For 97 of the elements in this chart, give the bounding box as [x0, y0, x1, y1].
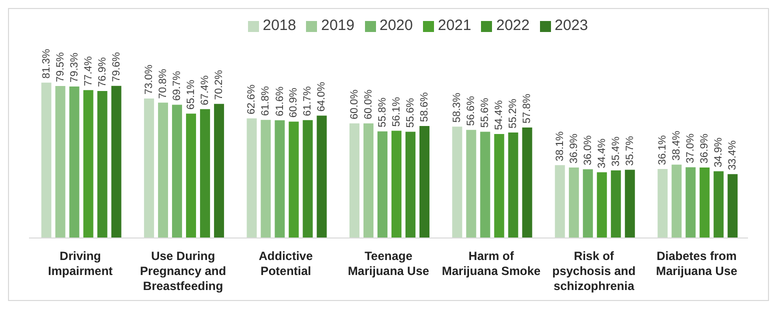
legend-label: 2019 [321, 17, 354, 34]
data-label: 79.3% [68, 52, 80, 82]
bar [480, 132, 490, 238]
data-label: 34.4% [596, 138, 608, 168]
bar [419, 126, 430, 238]
bar [452, 126, 462, 238]
x-tick-label: Addictive Potential [258, 249, 314, 278]
data-label: 61.6% [274, 86, 286, 116]
data-label: 57.8% [521, 94, 534, 124]
data-label: 35.4% [610, 136, 622, 166]
data-label: 56.1% [390, 97, 402, 127]
data-label: 36.0% [582, 135, 594, 166]
data-label: 70.2% [213, 70, 226, 100]
data-label: 55.6% [404, 98, 416, 128]
data-label: 77.4% [82, 56, 94, 86]
data-label: 35.7% [624, 136, 636, 166]
data-label: 70.8% [157, 68, 170, 99]
bar [97, 91, 108, 238]
data-label: 58.3% [451, 92, 464, 123]
data-label: 38.1% [554, 131, 566, 162]
bar [610, 170, 621, 238]
data-label: 79.5% [54, 52, 66, 82]
legend-label: 2022 [496, 17, 530, 34]
legend-label: 2020 [380, 17, 413, 34]
bar [200, 109, 210, 238]
data-label: 67.4% [199, 75, 212, 106]
bar [508, 132, 518, 238]
data-label: 36.9% [698, 134, 711, 164]
data-label: 81.3% [40, 48, 52, 79]
data-label: 55.8% [376, 98, 388, 128]
bar [302, 120, 313, 238]
bar [391, 130, 402, 238]
data-label: 61.8% [260, 86, 272, 116]
bar [349, 123, 360, 238]
bar [658, 169, 668, 238]
bar [144, 98, 154, 238]
data-label: 69.7% [171, 71, 184, 101]
legend-label: 2018 [262, 17, 296, 34]
bar [83, 90, 94, 238]
data-label: 55.6% [479, 98, 492, 128]
bar [582, 169, 593, 238]
bar [377, 131, 388, 238]
data-label: 76.9% [96, 57, 108, 88]
bar [260, 120, 271, 238]
data-label: 65.1% [185, 80, 198, 110]
data-label: 60.0% [362, 90, 374, 120]
data-label: 38.4% [670, 130, 683, 161]
bar [186, 114, 196, 238]
data-label: 79.6% [110, 52, 122, 82]
data-label: 55.2% [507, 98, 520, 128]
bar [672, 164, 682, 238]
data-label: 56.6% [465, 96, 478, 126]
bar [41, 82, 52, 238]
data-label: 58.6% [418, 92, 430, 122]
bar [55, 86, 66, 238]
x-tick-label: Risk of psychosis and schizophrenia [552, 249, 636, 293]
bar [624, 170, 635, 238]
x-tick-label: Use During Pregnancy and Breastfeeding [140, 249, 226, 293]
bar [405, 132, 416, 238]
bar [69, 86, 80, 238]
legend-label: 2023 [554, 17, 588, 34]
bar [568, 167, 579, 238]
data-label: 34.9% [712, 138, 725, 168]
bar [686, 167, 696, 238]
bar [728, 174, 738, 238]
bar [596, 172, 607, 238]
x-tick-label: Driving Impairment [48, 249, 113, 278]
bar [158, 102, 168, 238]
x-tick-label: Harm of Marijuana Smoke [442, 249, 541, 278]
bar [316, 116, 327, 238]
bar [466, 130, 476, 238]
bar [363, 123, 374, 238]
bar [111, 86, 122, 238]
x-tick-label: Teenage Marijuana Use [348, 249, 430, 278]
bar [554, 165, 565, 238]
bar [714, 171, 724, 238]
bar [246, 118, 257, 238]
legend-label: 2021 [438, 17, 472, 34]
data-label: 62.6% [246, 84, 258, 114]
x-tick-label: Diabetes from Marijuana Use [656, 249, 738, 278]
bar [522, 128, 532, 238]
data-label: 60.0% [348, 90, 360, 120]
bar [214, 104, 224, 238]
data-label: 36.9% [568, 134, 580, 164]
bar [172, 104, 182, 238]
data-label: 60.9% [288, 88, 300, 118]
data-label: 36.1% [656, 135, 669, 166]
data-label: 33.4% [726, 140, 739, 170]
bar [288, 122, 299, 238]
bar [274, 120, 285, 238]
data-label: 37.0% [684, 134, 697, 164]
bar [494, 134, 504, 238]
data-label: 64.0% [316, 82, 328, 112]
bar [700, 167, 710, 238]
data-label: 61.7% [302, 86, 314, 116]
data-label: 73.0% [143, 64, 156, 94]
data-label: 54.4% [493, 100, 506, 130]
